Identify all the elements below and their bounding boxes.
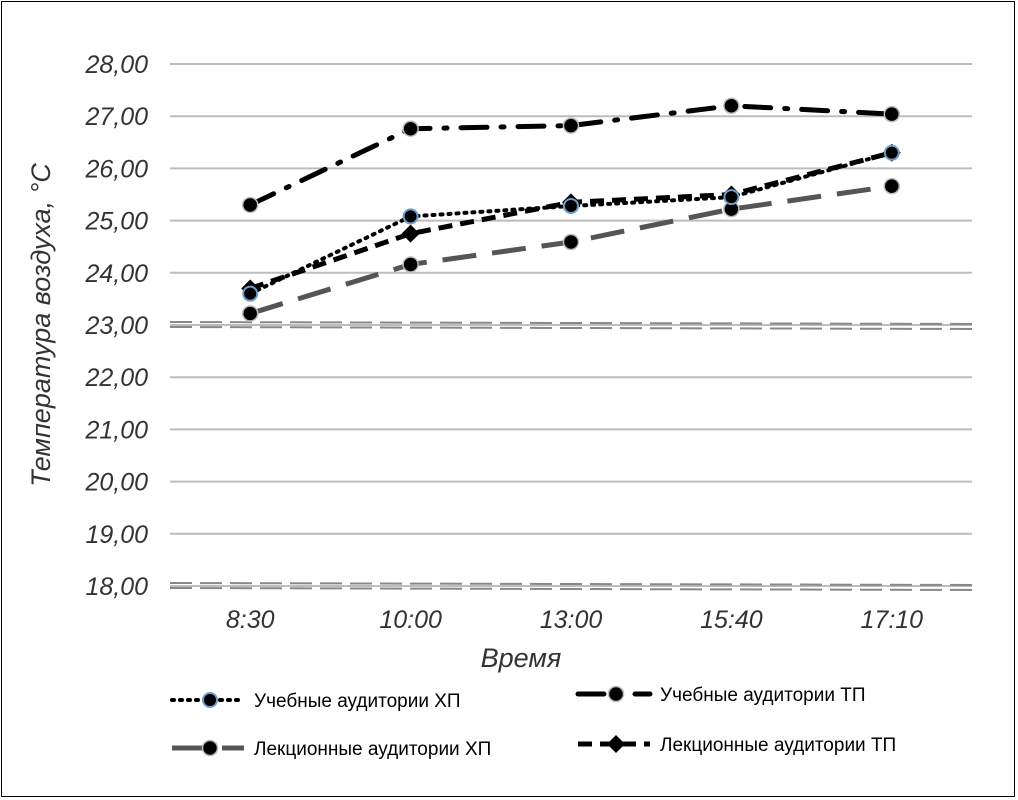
y-tick-label: 23,00 (84, 312, 148, 340)
y-tick-label: 26,00 (84, 155, 148, 183)
legend: Учебные аудитории ХП Учебные аудитории ТП… (170, 685, 896, 760)
x-tick-label: 13:00 (540, 606, 603, 634)
legend-label: Лекционные аудитории ХП (254, 739, 491, 760)
reference-line (169, 321, 979, 325)
data-point-marker (562, 233, 580, 251)
legend-label: Лекционные аудитории ТП (660, 735, 896, 756)
legend-label: Учебные аудитории ТП (660, 685, 866, 706)
reference-line (169, 326, 979, 330)
series-line (247, 103, 895, 208)
y-tick-label: 19,00 (85, 521, 148, 549)
y-tick-label: 22,00 (84, 364, 148, 392)
x-tick-label: 8:30 (226, 606, 275, 634)
data-point-marker (402, 208, 419, 225)
data-point-marker (562, 117, 580, 134)
data-point-marker (883, 105, 901, 123)
data-point-marker (202, 692, 218, 708)
data-point-marker (242, 285, 259, 302)
y-tick-label: 20,00 (84, 469, 148, 497)
y-tick-label: 21,00 (84, 416, 148, 444)
data-point-marker (607, 685, 625, 703)
x-axis-title: Время (481, 643, 562, 673)
x-tick-label: 17:10 (861, 606, 924, 634)
reference-line (169, 587, 979, 591)
data-point-marker (883, 144, 900, 161)
reference-line (169, 582, 979, 586)
data-point-marker (723, 189, 740, 206)
data-point-marker (401, 224, 420, 243)
data-point-marker (241, 305, 259, 322)
data-point-marker (883, 177, 901, 195)
y-tick-label: 28,00 (84, 51, 148, 79)
y-tick-label: 27,00 (84, 103, 148, 131)
y-tick-labels: 18,00 19,00 20,00 21,00 22,00 23,00 24,00 25,00… (84, 51, 148, 601)
data-point-marker (201, 739, 219, 757)
y-tick-label: 18,00 (85, 573, 148, 601)
y-tick-label: 25,00 (84, 208, 148, 236)
gridlines (170, 63, 972, 587)
data-point-marker (402, 120, 419, 137)
data-point-marker (241, 196, 259, 214)
series-markers (241, 97, 901, 322)
data-point-marker (607, 735, 625, 753)
x-tick-label: 10:00 (379, 606, 442, 634)
reference-lines (169, 321, 979, 591)
y-tick-label: 24,00 (84, 260, 148, 288)
x-tick-label: 15:40 (700, 606, 763, 634)
data-point-marker (723, 97, 740, 115)
data-point-marker (402, 256, 419, 273)
legend-label: Учебные аудитории ХП (254, 691, 461, 712)
y-axis-title: Температура воздуха, °С (26, 163, 56, 487)
x-tick-labels: 8:30 10:00 13:00 15:40 17:10 (226, 606, 923, 634)
data-point-marker (563, 197, 579, 214)
